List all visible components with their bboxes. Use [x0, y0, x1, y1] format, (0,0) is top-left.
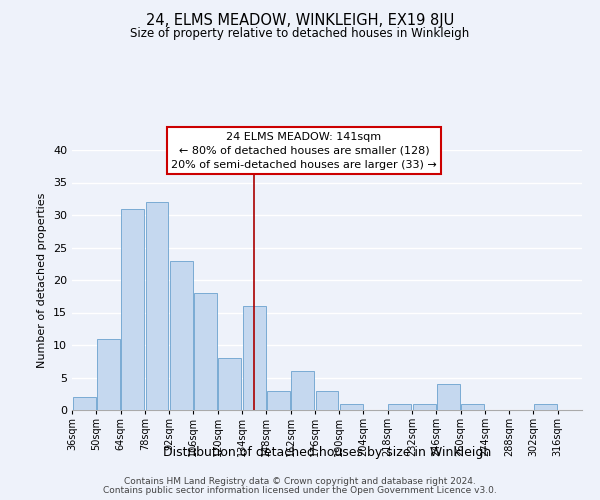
Bar — [291, 371, 314, 410]
Y-axis label: Number of detached properties: Number of detached properties — [37, 192, 47, 368]
Bar — [437, 384, 460, 410]
Text: Contains HM Land Registry data © Crown copyright and database right 2024.: Contains HM Land Registry data © Crown c… — [124, 477, 476, 486]
Bar — [267, 390, 290, 410]
Bar — [316, 390, 338, 410]
Bar — [534, 404, 557, 410]
Bar — [461, 404, 484, 410]
Bar — [146, 202, 169, 410]
Bar — [170, 260, 193, 410]
Text: 24, ELMS MEADOW, WINKLEIGH, EX19 8JU: 24, ELMS MEADOW, WINKLEIGH, EX19 8JU — [146, 12, 454, 28]
Bar — [413, 404, 436, 410]
Bar — [73, 397, 95, 410]
Text: 24 ELMS MEADOW: 141sqm
← 80% of detached houses are smaller (128)
20% of semi-de: 24 ELMS MEADOW: 141sqm ← 80% of detached… — [171, 132, 437, 170]
Bar — [194, 293, 217, 410]
Bar — [388, 404, 412, 410]
Text: Size of property relative to detached houses in Winkleigh: Size of property relative to detached ho… — [130, 28, 470, 40]
Text: Contains public sector information licensed under the Open Government Licence v3: Contains public sector information licen… — [103, 486, 497, 495]
Text: Distribution of detached houses by size in Winkleigh: Distribution of detached houses by size … — [163, 446, 491, 459]
Bar — [340, 404, 363, 410]
Bar — [97, 338, 120, 410]
Bar — [121, 208, 144, 410]
Bar — [218, 358, 241, 410]
Bar — [242, 306, 266, 410]
